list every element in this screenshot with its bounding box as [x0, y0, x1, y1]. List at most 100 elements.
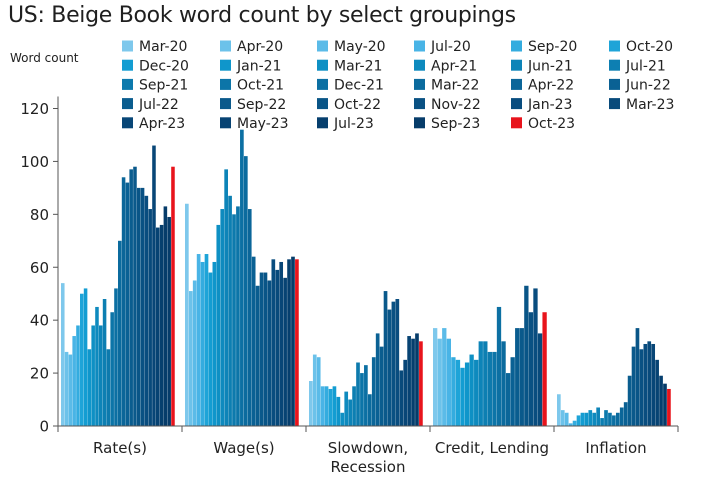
bar-credit-lending-16 — [501, 341, 506, 426]
bar-rate-s-27 — [159, 224, 164, 426]
bar-slowdown-recession-12 — [352, 386, 356, 426]
bar-rate-s-24 — [148, 209, 152, 426]
bar-rate-s-17 — [121, 177, 126, 426]
bar-inflation-15 — [612, 415, 616, 426]
bar-rate-s-22 — [140, 187, 145, 427]
bar-credit-lending-22 — [528, 312, 534, 426]
legend-label-oct-21: Oct-21 — [237, 78, 284, 94]
bar-slowdown-recession-16 — [367, 394, 372, 426]
bar-wage-s-10 — [220, 209, 225, 426]
legend-label-jul-20: Jul-20 — [430, 39, 471, 55]
legend-label-jun-21: Jun-21 — [527, 58, 573, 74]
bar-inflation-27 — [659, 375, 663, 426]
bar-inflation-14 — [608, 412, 612, 426]
bar-inflation-11 — [596, 407, 600, 426]
bar-credit-lending-5 — [451, 357, 456, 426]
bar-wage-s-25 — [279, 261, 284, 426]
bar-rate-s-30 — [171, 166, 175, 426]
bar-slowdown-recession-19 — [379, 346, 384, 427]
bar-slowdown-recession-21 — [387, 309, 392, 426]
legend-label-jul-21: Jul-21 — [625, 58, 666, 74]
bar-rate-s-18 — [125, 182, 130, 426]
bar-wage-s-29 — [295, 259, 299, 426]
bar-wage-s-5 — [200, 261, 205, 426]
bar-inflation-26 — [655, 359, 659, 426]
legend-swatch-sep-21 — [122, 78, 133, 90]
bar-credit-lending-18 — [510, 357, 515, 426]
legend-swatch-oct-22 — [317, 98, 328, 110]
y-axis: 0 20 40 60 80 100 120 — [20, 96, 59, 436]
y-tick-label: 80 — [30, 206, 49, 224]
bar-credit-lending-17 — [505, 373, 511, 426]
bar-slowdown-recession-5 — [324, 386, 329, 426]
legend-label-jan-21: Jan-21 — [236, 58, 281, 74]
bar-slowdown-recession-4 — [320, 386, 325, 426]
bar-wage-s-6 — [204, 254, 209, 426]
legend-swatch-may-23 — [220, 117, 231, 129]
legend-label-apr-22: Apr-22 — [528, 78, 574, 94]
bar-slowdown-recession-2 — [312, 354, 317, 426]
legend-label-jul-23: Jul-23 — [333, 116, 374, 132]
bar-slowdown-recession-9 — [340, 412, 345, 426]
legend-label-oct-22: Oct-22 — [334, 97, 381, 113]
legend-swatch-oct-23 — [511, 117, 522, 129]
bar-rate-s-14 — [110, 312, 114, 426]
chart-title: US: Beige Book word count by select grou… — [8, 3, 516, 28]
x-tick-label-credit-lending: Credit, Lending — [435, 439, 549, 457]
bar-rate-s-10 — [95, 306, 99, 426]
bar-wage-s-4 — [196, 254, 201, 426]
bar-wage-s-7 — [208, 272, 213, 426]
legend-label-sep-22: Sep-22 — [237, 97, 286, 113]
bar-wage-s-22 — [267, 280, 272, 426]
legend: Mar-20 Apr-20 May-20 Jul-20 Sep-20 Oct-20 Dec-… — [122, 39, 674, 132]
bar-credit-lending-9 — [469, 354, 474, 426]
bar-rate-s-2 — [64, 351, 69, 426]
legend-swatch-mar-23 — [609, 98, 620, 110]
x-tick-label-rate-s: Rate(s) — [93, 439, 147, 457]
bar-rate-s-1 — [61, 283, 65, 427]
legend-label-oct-20: Oct-20 — [626, 39, 673, 55]
bar-rate-s-16 — [118, 240, 122, 426]
bar-wage-s-12 — [228, 195, 232, 426]
bar-slowdown-recession-24 — [399, 370, 404, 426]
bar-inflation-23 — [643, 343, 648, 426]
bar-credit-lending-14 — [492, 351, 497, 426]
bar-slowdown-recession-26 — [407, 336, 411, 426]
bar-credit-lending-21 — [524, 285, 529, 426]
y-tick-label: 20 — [30, 365, 49, 383]
bar-credit-lending-2 — [437, 338, 442, 426]
legend-swatch-apr-23 — [122, 117, 133, 129]
bar-credit-lending-10 — [474, 359, 479, 426]
legend-swatch-apr-20 — [220, 40, 231, 52]
bar-credit-lending-4 — [446, 338, 451, 426]
legend-label-sep-21: Sep-21 — [139, 78, 188, 94]
legend-label-nov-22: Nov-22 — [431, 97, 481, 113]
legend-swatch-oct-20 — [609, 40, 620, 52]
legend-label-may-20: May-20 — [334, 39, 386, 55]
bar-inflation-6 — [576, 415, 581, 426]
bar-wage-s-8 — [212, 261, 217, 426]
bar-credit-lending-15 — [496, 306, 502, 426]
legend-swatch-sep-20 — [511, 40, 522, 52]
legend-label-apr-20: Apr-20 — [237, 39, 283, 55]
legend-label-apr-21: Apr-21 — [431, 58, 477, 74]
bar-inflation-25 — [651, 343, 656, 426]
bar-slowdown-recession-25 — [403, 359, 408, 426]
bar-wage-s-9 — [216, 224, 221, 426]
bar-inflation-9 — [588, 410, 593, 427]
bar-slowdown-recession-17 — [371, 357, 376, 426]
legend-label-jun-22: Jun-22 — [625, 78, 671, 94]
legend-label-sep-23: Sep-23 — [431, 116, 480, 132]
bar-rate-s-21 — [137, 187, 141, 427]
bar-rate-s-23 — [144, 195, 149, 426]
bar-slowdown-recession-22 — [391, 301, 396, 426]
y-tick-label: 120 — [20, 100, 49, 118]
legend-swatch-oct-21 — [220, 78, 231, 90]
bar-credit-lending-19 — [515, 328, 520, 426]
legend-label-apr-23: Apr-23 — [139, 116, 185, 132]
bar-rate-s-13 — [106, 349, 111, 426]
bar-wage-s-28 — [291, 256, 295, 426]
legend-swatch-dec-21 — [317, 78, 328, 90]
bar-wage-s-13 — [232, 214, 236, 426]
bar-wage-s-17 — [247, 209, 252, 426]
